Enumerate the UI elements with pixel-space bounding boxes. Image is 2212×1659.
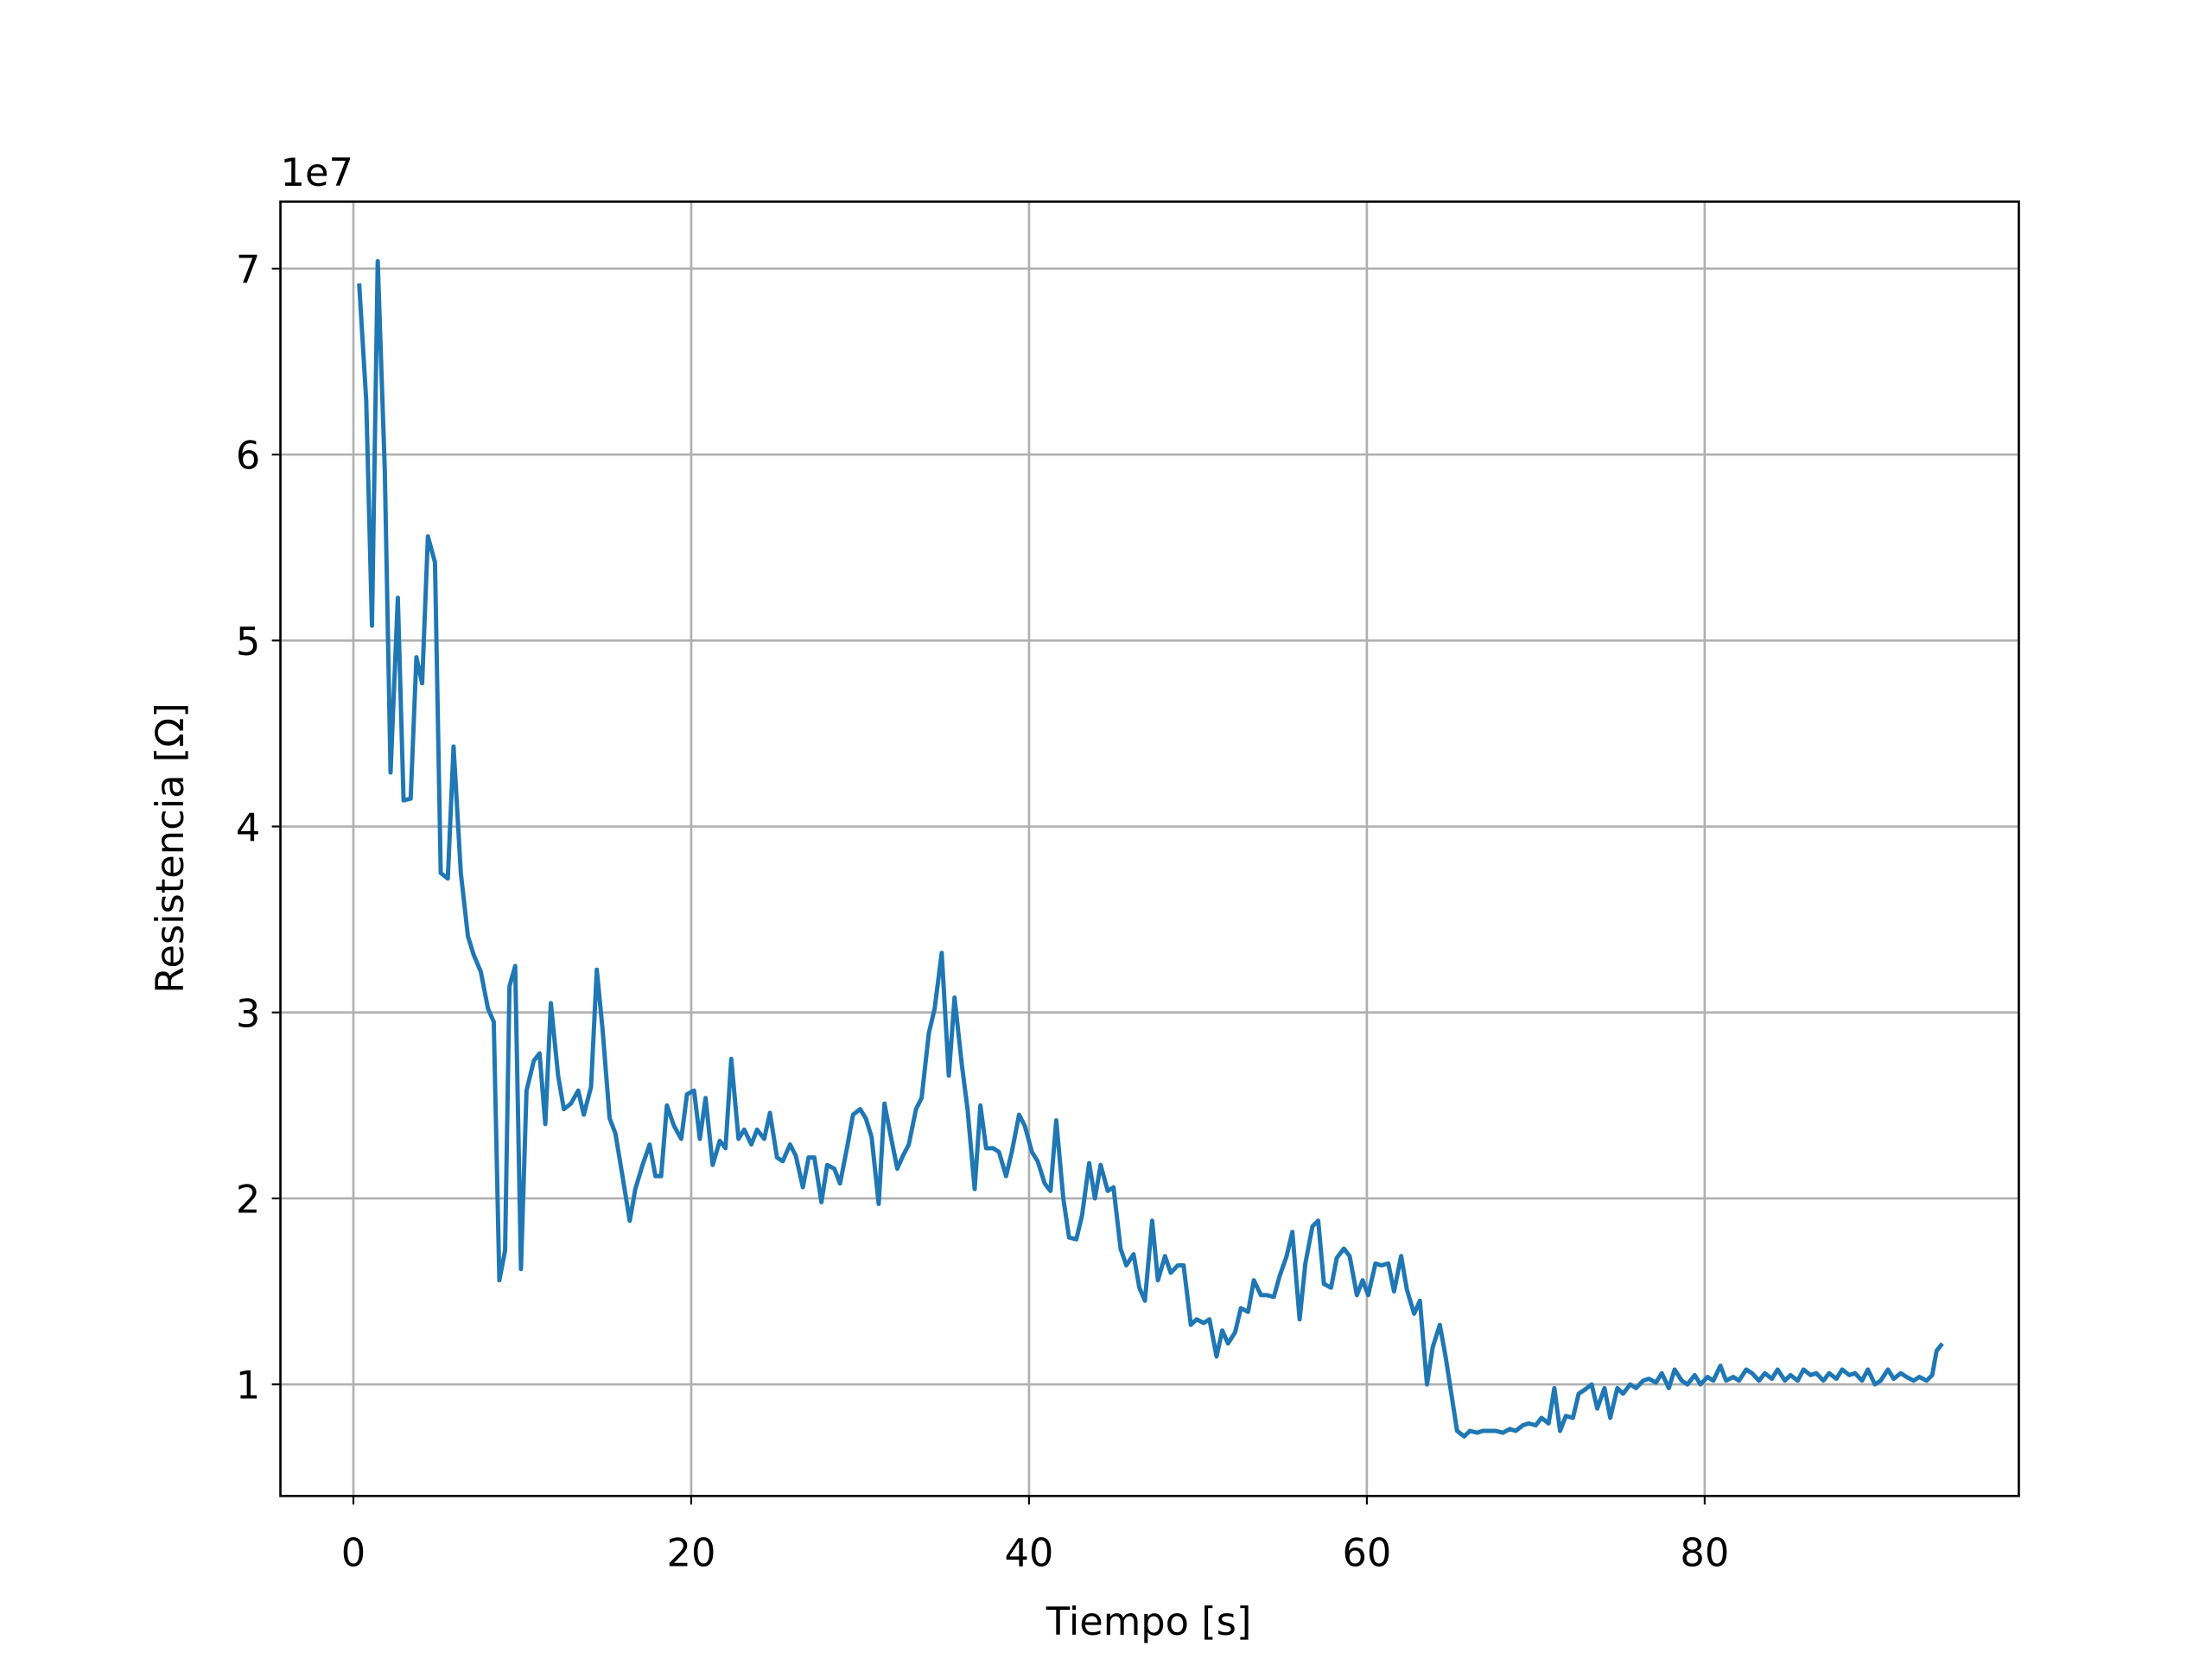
y-tick-label: 1 [236,1363,260,1408]
y-tick-label: 6 [236,434,260,479]
y-offset-label: 1e7 [281,150,353,195]
x-tick-label: 0 [341,1530,365,1575]
x-tick-label: 60 [1342,1530,1391,1575]
y-tick-label: 2 [236,1178,260,1223]
y-tick-label: 5 [236,620,260,664]
labels: 0 20 40 60 80 1 2 3 4 5 6 7 [236,247,1729,1575]
plot-area [357,258,1944,1439]
axes-frame [279,200,2020,1497]
y-axis-label: Resistencia [Ω] [148,702,193,993]
x-tick-label: 80 [1680,1530,1729,1575]
x-tick-label: 40 [1004,1530,1053,1575]
y-tick-label: 7 [236,247,260,292]
x-tick-label: 20 [667,1530,716,1575]
y-tick-label: 3 [236,991,260,1036]
data-line [357,258,1944,1439]
x-axis-label: Tiempo [s] [1046,1599,1251,1644]
grid [280,201,2019,1497]
y-tick-label: 4 [236,805,260,850]
